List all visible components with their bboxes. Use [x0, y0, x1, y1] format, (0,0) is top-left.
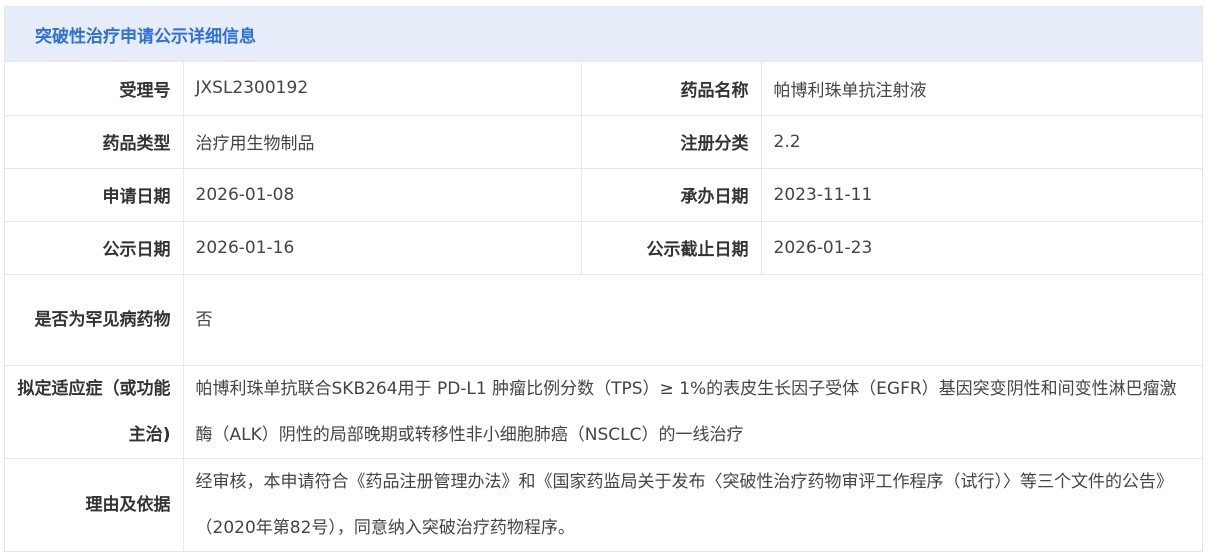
drug-name-value: 帕博利珠单抗注射液	[760, 62, 1202, 116]
detail-table: 受理号 JXSL2300192 药品名称 帕博利珠单抗注射液 药品类型 治疗用生…	[5, 62, 1202, 551]
apply-date-value: 2026-01-08	[182, 167, 582, 222]
publish-date-value: 2026-01-16	[182, 220, 582, 275]
rare-disease-label: 是否为罕见病药物	[5, 273, 184, 366]
table-row: 药品类型 治疗用生物制品 注册分类 2.2	[5, 114, 1202, 169]
table-row: 拟定适应症（或功能主治) 帕博利珠单抗联合SKB264用于 PD-L1 肿瘤比例…	[5, 364, 1202, 459]
table-row: 理由及依据 经审核，本申请符合《药品注册管理办法》和《国家药监局关于发布〈突破性…	[5, 457, 1202, 551]
reason-value: 经审核，本申请符合《药品注册管理办法》和《国家药监局关于发布〈突破性治疗药物审评…	[182, 457, 1202, 551]
table-row: 公示日期 2026-01-16 公示截止日期 2026-01-23	[5, 220, 1202, 275]
handle-date-value: 2023-11-11	[760, 167, 1202, 222]
drug-name-label: 药品名称	[580, 62, 762, 116]
accept-no-label: 受理号	[5, 62, 184, 116]
publish-end-value: 2026-01-23	[760, 220, 1202, 275]
drug-type-label: 药品类型	[5, 114, 184, 169]
indication-label: 拟定适应症（或功能主治)	[5, 364, 184, 459]
accept-no-value: JXSL2300192	[182, 62, 582, 116]
table-row: 申请日期 2026-01-08 承办日期 2023-11-11	[5, 167, 1202, 222]
apply-date-label: 申请日期	[5, 167, 184, 222]
reason-label: 理由及依据	[5, 457, 184, 551]
drug-type-value: 治疗用生物制品	[182, 114, 582, 169]
reg-class-label: 注册分类	[580, 114, 762, 169]
reg-class-value: 2.2	[760, 114, 1202, 169]
panel-title: 突破性治疗申请公示详细信息	[5, 7, 1202, 62]
publish-date-label: 公示日期	[5, 220, 184, 275]
indication-value: 帕博利珠单抗联合SKB264用于 PD-L1 肿瘤比例分数（TPS）≥ 1%的表…	[182, 364, 1202, 459]
detail-panel: 突破性治疗申请公示详细信息 受理号 JXSL2300192 药品名称 帕博利珠单…	[4, 6, 1203, 552]
publish-end-label: 公示截止日期	[580, 220, 762, 275]
handle-date-label: 承办日期	[580, 167, 762, 222]
table-row: 受理号 JXSL2300192 药品名称 帕博利珠单抗注射液	[5, 62, 1202, 116]
rare-disease-value: 否	[182, 273, 1202, 366]
table-row: 是否为罕见病药物 否	[5, 273, 1202, 366]
